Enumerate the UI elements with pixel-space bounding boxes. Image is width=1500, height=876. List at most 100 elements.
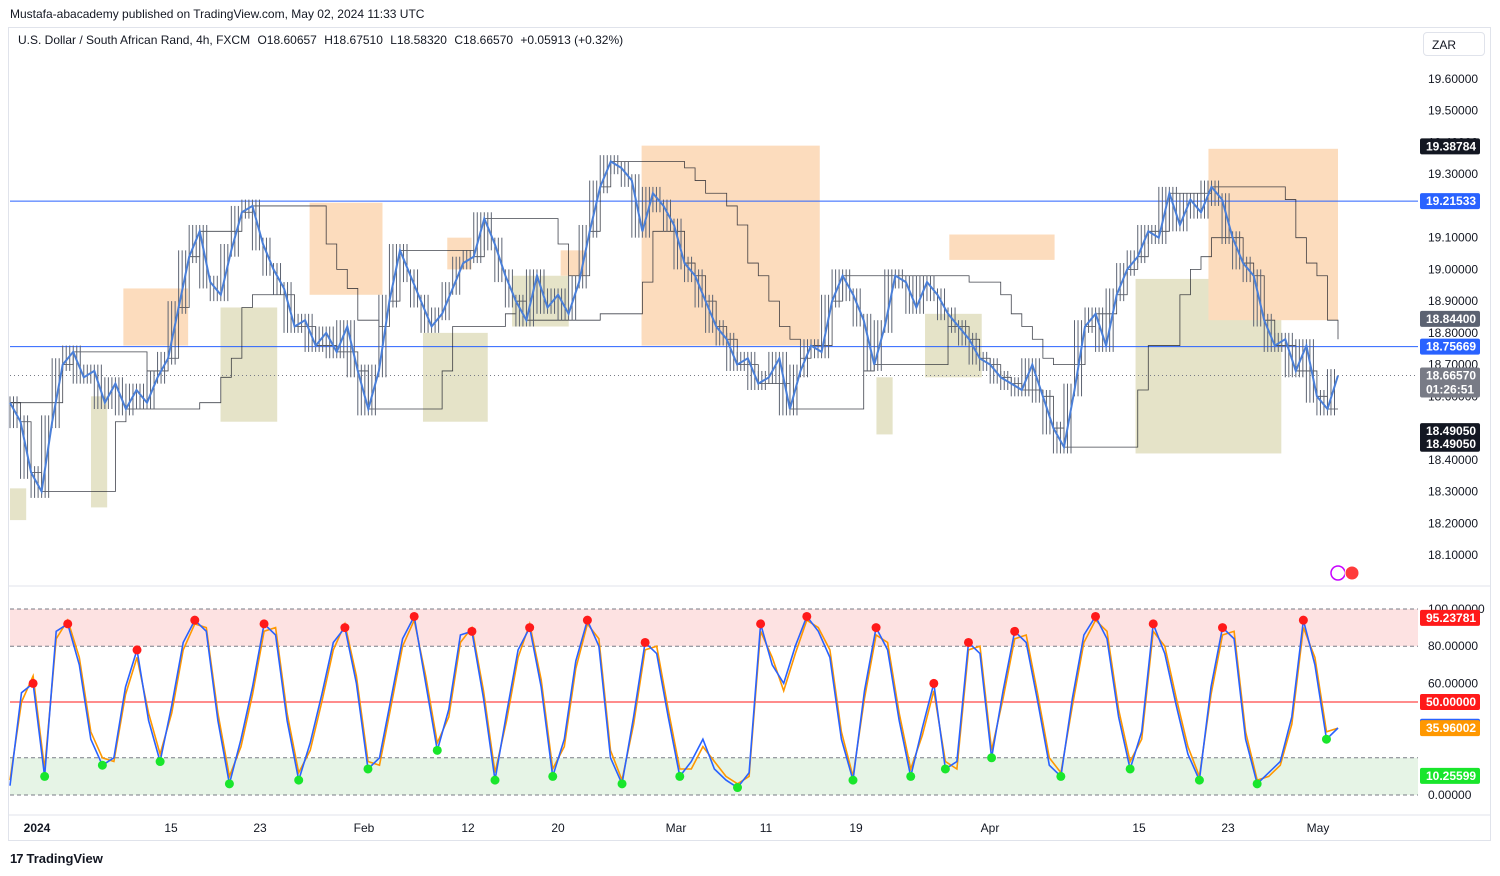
stoch-buy-dot xyxy=(490,775,500,785)
time-axis-label: 23 xyxy=(253,821,267,835)
price-tag-label: 18.75669 xyxy=(1426,340,1476,354)
demand-zone xyxy=(876,377,893,435)
oversold-zone xyxy=(10,757,1418,795)
stoch-value-tag xyxy=(1420,609,1480,626)
stoch-value-label: 35.96002 xyxy=(1426,721,1476,735)
stoch-axis-tick: 60.00000 xyxy=(1428,676,1478,690)
stoch-value-label: 95.23781 xyxy=(1426,611,1476,625)
time-axis-label: Feb xyxy=(354,821,375,835)
price-axis-tick: 19.00000 xyxy=(1428,262,1478,276)
stoch-buy-dot xyxy=(40,771,50,781)
stoch-k-line xyxy=(9,613,1339,789)
stoch-sell-dot xyxy=(467,626,477,636)
supply-zone xyxy=(1208,148,1338,321)
price-tag-label: 18.49050 xyxy=(1426,437,1476,451)
stoch-sell-dot xyxy=(1218,623,1228,633)
demand-zone xyxy=(90,396,108,508)
stoch-buy-dot xyxy=(224,779,234,789)
time-axis-label: Apr xyxy=(981,821,1000,835)
stoch-buy-dot xyxy=(617,779,627,789)
stoch-value-tag xyxy=(1420,694,1480,710)
overbought-zone xyxy=(10,609,1418,647)
currency-button[interactable]: ZAR xyxy=(1423,32,1485,56)
price-tag xyxy=(1420,338,1480,355)
time-axis-label: 23 xyxy=(1221,821,1235,835)
publisher-line: Mustafa-abacademy published on TradingVi… xyxy=(10,7,425,21)
stoch-sell-dot xyxy=(525,623,535,633)
stoch-sell-dot xyxy=(802,611,812,621)
stoch-buy-dot xyxy=(906,771,916,781)
time-axis-label: May xyxy=(1307,821,1330,835)
stoch-value-label: 50.00000 xyxy=(1426,695,1476,709)
demand-zone xyxy=(10,488,27,521)
time-axis-label: 15 xyxy=(1132,821,1146,835)
time-axis-label: 12 xyxy=(461,821,475,835)
time-axis-label: 20 xyxy=(551,821,565,835)
stoch-buy-dot xyxy=(675,771,685,781)
price-tag xyxy=(1420,423,1480,440)
stoch-buy-dot xyxy=(940,764,950,774)
time-axis-label: 2024 xyxy=(24,821,51,835)
stoch-d-line xyxy=(9,617,1339,785)
demand-zone xyxy=(220,307,278,422)
stoch-sell-dot xyxy=(1148,619,1158,629)
stoch-buy-dot xyxy=(1321,734,1331,744)
price-axis-tick: 18.30000 xyxy=(1428,485,1478,499)
price-tag-label: 18.84400 xyxy=(1426,312,1476,326)
price-axis-tick: 18.10000 xyxy=(1428,548,1478,562)
stoch-buy-dot xyxy=(987,753,997,763)
stoch-buy-dot xyxy=(1125,764,1135,774)
stoch-sell-dot xyxy=(582,615,592,625)
price-tag-label: 19.38784 xyxy=(1426,139,1476,153)
ohlc-open: O18.60657 xyxy=(257,33,317,47)
event-icon xyxy=(1330,565,1346,581)
ohlc-low: L18.58320 xyxy=(390,33,447,47)
stoch-sell-dot xyxy=(259,619,269,629)
symbol-name[interactable]: U.S. Dollar / South African Rand, 4h, FX… xyxy=(18,33,251,47)
stoch-sell-dot xyxy=(190,615,200,625)
stoch-value-tag xyxy=(1420,720,1480,737)
stoch-sell-dot xyxy=(63,619,73,629)
ohlc-high: H18.67510 xyxy=(324,33,383,47)
chart-frame xyxy=(8,27,1491,841)
price-tag xyxy=(1420,138,1480,155)
stoch-buy-dot xyxy=(848,775,858,785)
stoch-buy-dot xyxy=(155,757,165,767)
supply-zone xyxy=(949,234,1055,260)
time-axis-label: 15 xyxy=(164,821,178,835)
stoch-sell-dot xyxy=(1298,615,1308,625)
price-tag-label: 18.49050 xyxy=(1426,424,1476,438)
price-tag xyxy=(1420,310,1480,327)
price-tag xyxy=(1420,367,1480,398)
stoch-value-tag xyxy=(1420,767,1480,784)
stoch-buy-dot xyxy=(548,771,558,781)
stoch-sell-dot xyxy=(1010,626,1020,636)
price-axis-tick: 18.20000 xyxy=(1428,516,1478,530)
stoch-buy-dot xyxy=(1194,775,1204,785)
price-tag-label: 19.21533 xyxy=(1426,194,1476,208)
price-tag xyxy=(1420,435,1480,452)
stoch-sell-dot xyxy=(871,623,881,633)
stoch-buy-dot xyxy=(733,783,743,793)
time-axis-label: Mar xyxy=(666,821,687,835)
demand-zone xyxy=(422,332,488,422)
stoch-sell-dot xyxy=(640,637,650,647)
stoch-axis-tick: 0.00000 xyxy=(1428,788,1472,802)
tradingview-brand: 17 TradingView xyxy=(10,851,103,866)
stoch-buy-dot xyxy=(1252,779,1262,789)
stoch-sell-dot xyxy=(756,619,766,629)
stoch-sell-dot xyxy=(28,678,38,688)
stoch-axis-tick: 80.00000 xyxy=(1428,639,1478,653)
ohlc-close: C18.66570 xyxy=(454,33,514,47)
supply-zone xyxy=(309,202,383,295)
tradingview-logo-icon: 17 xyxy=(10,851,24,866)
stoch-sell-dot xyxy=(340,623,350,633)
stoch-sell-dot xyxy=(132,645,142,655)
stoch-buy-dot xyxy=(97,760,107,770)
stoch-buy-dot xyxy=(294,775,304,785)
stoch-buy-dot xyxy=(432,745,442,755)
stoch-sell-dot xyxy=(1090,611,1100,621)
price-line xyxy=(9,160,1339,495)
stoch-sell-dot xyxy=(963,637,973,647)
